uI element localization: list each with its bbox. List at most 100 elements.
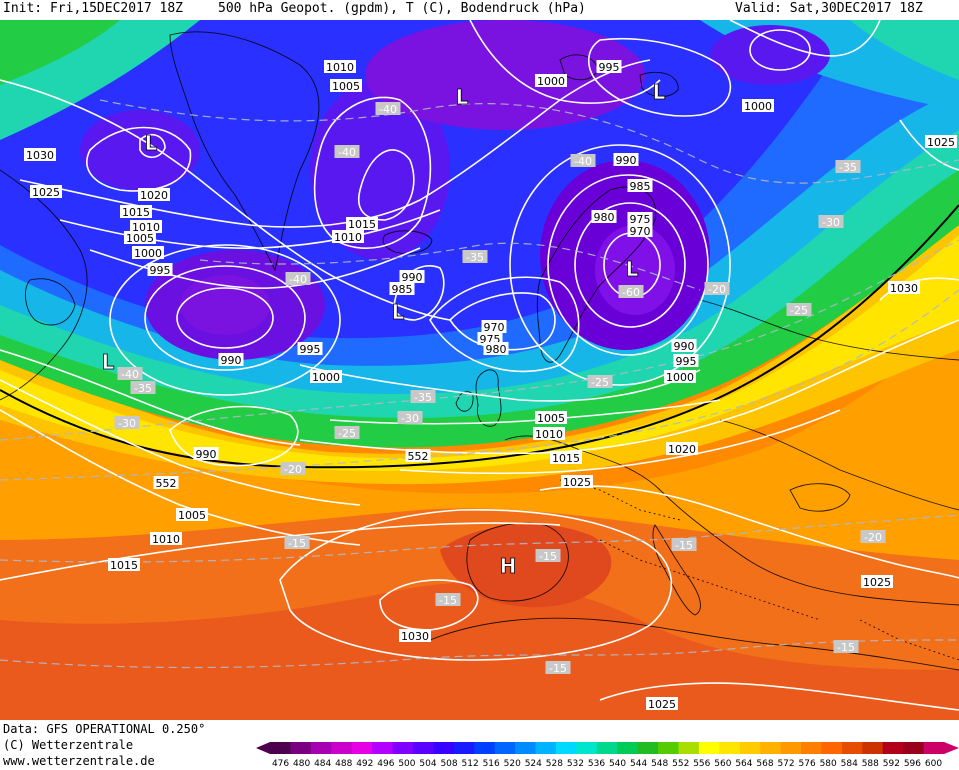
temperature-label-text: -30 (822, 216, 840, 229)
colorbar-left-arrow (256, 742, 270, 754)
isobar-label-37: 1020 (666, 442, 698, 456)
temperature-label-text: -40 (338, 146, 356, 159)
colorbar-tick-label: 504 (419, 759, 436, 769)
isobar-label-16: 980 (591, 210, 617, 224)
isobar-label-42: 1025 (861, 575, 893, 589)
isobar-label-box (310, 370, 342, 383)
isobar-label-text: 1000 (744, 100, 772, 113)
geopotential-label-1: 552 (153, 476, 179, 490)
isobar-label-29: 1000 (664, 370, 696, 384)
isobar-label-text: 1005 (178, 509, 206, 522)
temperature-label-text: -35 (839, 161, 857, 174)
isobar-label-text: 1000 (537, 75, 565, 88)
isobar-label-box (591, 210, 617, 223)
color-swatch (372, 742, 394, 754)
temperature-label-text: -20 (864, 531, 882, 544)
temperature-label-box (435, 593, 461, 606)
color-swatch (270, 742, 291, 754)
isobar-label-box (330, 79, 362, 92)
map-title: 500 hPa Geopot. (gpdm), T (C), Bodendruc… (218, 1, 586, 16)
colorbar-tick-label: 524 (525, 759, 542, 769)
temperature-label-text: -25 (591, 376, 609, 389)
temperature-label-text: -20 (708, 283, 726, 296)
temperature-label-box (285, 272, 311, 285)
isobar-label-text: 1015 (348, 218, 376, 231)
temperature-label-text: -25 (790, 304, 808, 317)
isobar-label-box (132, 246, 164, 259)
temperature-label-13: -35 (410, 390, 436, 404)
isobar-label-box (30, 185, 62, 198)
isobar-label-text: 1030 (401, 630, 429, 643)
temperature-label-box (462, 250, 488, 263)
temperature-label-19: -15 (535, 549, 561, 563)
isobar-label-text: 995 (599, 61, 620, 74)
temperature-label-box (587, 375, 613, 388)
temperature-label-text: -20 (284, 463, 302, 476)
isobar-label-13: 995 (147, 263, 173, 277)
isobar-label-text: 1025 (563, 476, 591, 489)
isobar-label-12: 1000 (132, 246, 164, 260)
color-swatch (290, 742, 312, 754)
data-source: Data: GFS OPERATIONAL 0.250° (3, 722, 206, 736)
isobar-label-text: 1000 (134, 247, 162, 260)
isobar-label-text: 990 (616, 154, 637, 167)
isobar-label-text: 980 (486, 343, 507, 356)
temperature-label-box (618, 285, 644, 298)
isobar-label-text: 1005 (332, 80, 360, 93)
temperature-label-text: -15 (539, 550, 557, 563)
isobar-label-30: 995 (297, 342, 323, 356)
colorbar-tick-label: 528 (546, 759, 563, 769)
isobar-label-text: 995 (150, 264, 171, 277)
temperature-label-box (860, 530, 886, 543)
isobar-label-box (666, 442, 698, 455)
isobar-label-20: 1010 (332, 230, 364, 244)
isobar-label-box (742, 99, 774, 112)
colorbar-tick-label: 508 (440, 759, 457, 769)
isobar-label-box (130, 220, 162, 233)
color-swatch (576, 742, 598, 754)
color-scale-legend: 476 480 484 488 492 496 500 504 508 512 516 520 524 5… (256, 742, 959, 769)
isobar-label-box (24, 148, 56, 161)
website-url: www.wetterzentrale.de (3, 754, 155, 768)
temperature-label-15: -30 (114, 416, 140, 430)
isobar-label-text: 1010 (535, 428, 563, 441)
temperature-label-text: -30 (118, 417, 136, 430)
colorbar-tick-label: 592 (883, 759, 900, 769)
temperature-label-0: -40 (375, 102, 401, 116)
color-swatch (596, 742, 618, 754)
isobar-label-box (861, 575, 893, 588)
isobar-label-box (124, 231, 156, 244)
temperature-label-21: -20 (860, 530, 886, 544)
colorbar-tick-label: 540 (609, 759, 626, 769)
isobar-label-box (550, 451, 582, 464)
isobar-label-text: 1015 (552, 452, 580, 465)
isobar-label-text: 990 (196, 448, 217, 461)
isobar-label-34: 1010 (533, 427, 565, 441)
color-swatch (412, 742, 434, 754)
isobar-label-box (176, 508, 208, 521)
temperature-label-20: -15 (671, 538, 697, 552)
color-swatch (882, 742, 904, 754)
temperature-label-box (535, 549, 561, 562)
isobar-label-box (664, 370, 696, 383)
geopotential-label-box (153, 476, 179, 489)
colorbar-tick-label: 488 (335, 759, 352, 769)
temperature-label-23: -15 (833, 640, 859, 654)
isobar-label-text: 980 (594, 211, 615, 224)
isobar-label-box (108, 558, 140, 571)
isobar-label-14: 990 (613, 153, 639, 167)
isobar-label-box (477, 332, 503, 345)
colorbar-tick-label: 576 (799, 759, 816, 769)
isobar-label-box (535, 411, 567, 424)
geopotential-label-text: 552 (408, 450, 429, 463)
isobar-label-39: 1005 (176, 508, 208, 522)
temperature-label-text: -35 (134, 382, 152, 395)
temperature-label-9: -60 (618, 285, 644, 299)
isobar-label-box (147, 263, 173, 276)
color-swatch (310, 742, 332, 754)
isobar-label-text: 985 (392, 283, 413, 296)
init-timestamp: Init: Fri,15DEC2017 18Z (3, 1, 184, 16)
temperature-label-text: -15 (288, 537, 306, 550)
isobar-label-text: 1010 (326, 61, 354, 74)
temperature-label-box (786, 303, 812, 316)
